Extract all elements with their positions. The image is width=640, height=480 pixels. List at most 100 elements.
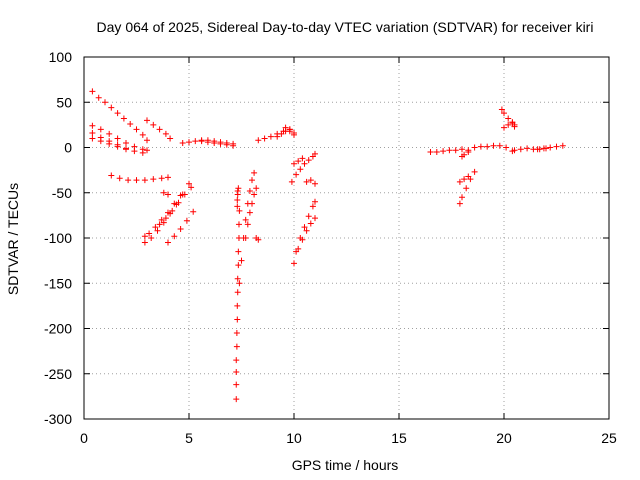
data-point <box>144 137 150 144</box>
series-arc-33 <box>501 119 518 131</box>
y-tick-label: -250 <box>44 366 72 382</box>
series-arc-3 <box>89 130 146 156</box>
data-point <box>291 131 297 138</box>
data-point <box>540 145 547 152</box>
data-point <box>116 175 123 182</box>
data-point <box>89 130 96 137</box>
data-point <box>186 139 192 146</box>
series-arc-26 <box>303 177 318 187</box>
data-point <box>198 137 205 144</box>
data-point <box>234 187 241 194</box>
data-point <box>461 151 468 158</box>
series-arc-17 <box>242 185 260 241</box>
data-point <box>123 146 129 153</box>
data-point <box>233 343 240 350</box>
data-point <box>307 177 314 184</box>
data-point <box>102 99 108 106</box>
data-point <box>190 208 197 215</box>
data-point <box>144 147 150 154</box>
data-point <box>204 137 211 144</box>
data-point <box>152 224 159 231</box>
data-point <box>286 128 293 135</box>
x-tick-label: 10 <box>286 430 302 446</box>
data-point <box>160 219 167 226</box>
chart-title: Day 064 of 2025, Sidereal Day-to-day VTE… <box>97 19 594 35</box>
data-point <box>169 207 176 214</box>
y-tick-label: -150 <box>44 275 72 291</box>
data-point <box>484 143 491 150</box>
data-point <box>162 215 169 222</box>
data-point <box>477 143 484 150</box>
x-tick-label: 20 <box>496 430 512 446</box>
series-arc-8 <box>141 180 192 246</box>
data-point <box>244 221 251 228</box>
data-point <box>303 178 310 185</box>
data-point <box>146 230 153 237</box>
data-point <box>154 227 161 234</box>
data-point <box>249 200 255 207</box>
data-point <box>456 200 463 207</box>
data-point <box>267 133 274 140</box>
data-point <box>505 121 512 128</box>
data-point <box>301 224 308 231</box>
data-point <box>463 185 470 192</box>
data-point <box>465 173 472 180</box>
data-point <box>288 178 295 185</box>
data-point <box>230 140 237 147</box>
data-point <box>261 135 268 142</box>
data-point <box>511 121 518 128</box>
data-point <box>503 144 510 151</box>
series-arc-2 <box>89 122 150 154</box>
data-point <box>108 172 115 179</box>
data-point <box>165 191 171 198</box>
y-tick-label: 100 <box>49 49 73 65</box>
data-point <box>158 175 165 182</box>
data-point <box>236 207 243 214</box>
data-point <box>459 194 465 201</box>
data-point <box>524 145 531 152</box>
data-point <box>312 198 318 205</box>
series-arc-14 <box>233 207 243 403</box>
series-arc-9 <box>156 184 195 228</box>
data-point <box>97 126 104 133</box>
data-point <box>223 139 230 146</box>
data-point <box>235 262 242 269</box>
data-point <box>183 217 190 224</box>
data-point <box>255 137 262 144</box>
data-point <box>293 171 300 178</box>
data-point <box>139 131 146 138</box>
x-tick-label: 5 <box>185 430 193 446</box>
data-point <box>238 257 245 264</box>
data-point <box>233 381 240 388</box>
data-point <box>156 221 163 228</box>
data-point <box>505 115 512 122</box>
data-point <box>456 178 463 185</box>
data-point <box>171 233 178 240</box>
data-point <box>144 117 150 124</box>
data-point <box>452 147 459 154</box>
y-axis-label: SDTVAR / TECUs <box>5 183 21 295</box>
data-point <box>133 177 140 184</box>
data-point <box>106 140 113 147</box>
series-arc-27 <box>427 146 472 156</box>
data-point <box>175 199 182 206</box>
data-point <box>95 94 102 101</box>
data-point <box>235 185 242 192</box>
data-point <box>251 169 258 176</box>
data-point <box>150 121 157 128</box>
data-point <box>547 144 554 151</box>
series-arc-21 <box>282 124 297 138</box>
data-point <box>141 177 148 184</box>
labels-layer: 0 5 10 15 20 25 100 50 0 -50 -100 -150 -200 -250 -300 <box>44 49 617 446</box>
data-point <box>299 155 306 162</box>
data-point <box>303 227 310 234</box>
data-point <box>233 330 240 337</box>
y-tick-label: -100 <box>44 230 72 246</box>
data-point <box>233 396 240 403</box>
data-point <box>141 233 148 240</box>
series-arc-23 <box>291 155 306 167</box>
data-point <box>162 130 169 137</box>
data-point <box>291 260 297 267</box>
x-axis-label: GPS time / hours <box>292 457 399 473</box>
